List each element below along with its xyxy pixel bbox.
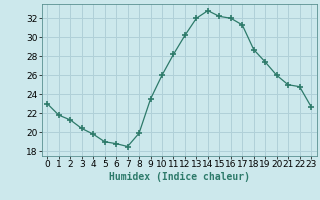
X-axis label: Humidex (Indice chaleur): Humidex (Indice chaleur) bbox=[109, 172, 250, 182]
